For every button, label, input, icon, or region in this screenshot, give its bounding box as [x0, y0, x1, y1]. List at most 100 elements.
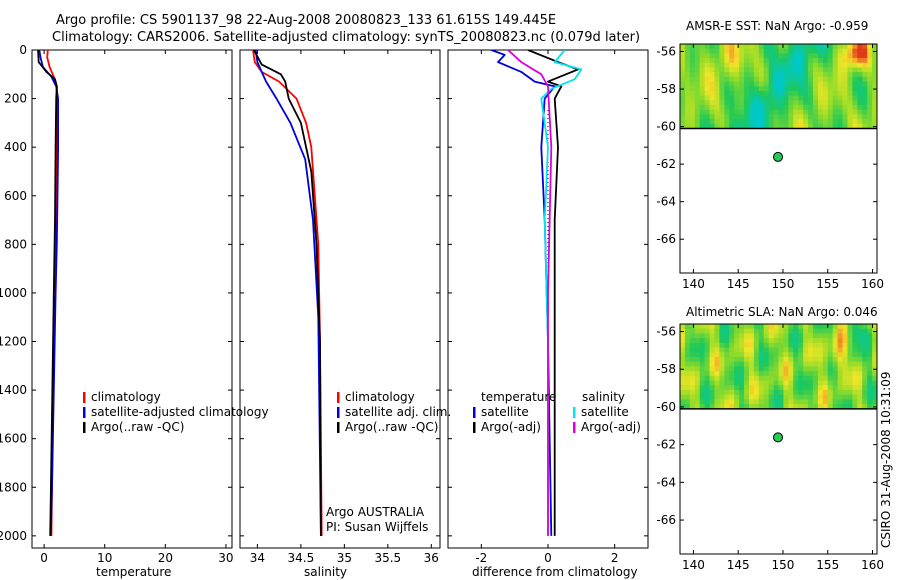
sla_map-cell: [867, 333, 873, 339]
sla_map-cell: [803, 366, 809, 372]
sst_map-cell: [798, 62, 804, 69]
sla_map-cell: [822, 399, 829, 405]
sst_map-cell: [694, 100, 701, 106]
sla_map-cell: [724, 366, 730, 372]
sla_map-cell: [704, 361, 711, 368]
sla_map-cell: [768, 404, 775, 410]
sla_map-cell: [739, 404, 745, 410]
sla_map-cell: [684, 338, 691, 344]
sst_map-cell: [778, 114, 785, 120]
sst_map-cell: [739, 100, 745, 106]
sst_map-cell: [783, 114, 789, 120]
sla_map-cell: [709, 352, 716, 358]
sst_map-cell: [694, 105, 701, 111]
sst_map-cell: [778, 76, 785, 83]
sst_map-cell: [783, 72, 789, 78]
sla_map-cell: [748, 361, 755, 368]
sla_map-cell: [812, 385, 819, 391]
sst_map-cell: [832, 81, 839, 87]
sla_map-cell: [719, 366, 725, 372]
sla_map-cell: [817, 356, 824, 363]
difference-xtick-label: -2: [475, 551, 487, 565]
sst_map-cell: [763, 76, 770, 83]
sla_map-cell: [867, 342, 873, 349]
sst_map-cell: [729, 53, 735, 59]
sla_map-cell: [714, 338, 720, 344]
sla_map-cell: [699, 338, 706, 344]
temperature-xtick-label: 10: [97, 551, 112, 565]
sla_map-cell: [689, 347, 696, 353]
sla_map-cell: [753, 338, 760, 344]
sst_map-cell: [714, 81, 720, 87]
sst_map-cell: [862, 86, 868, 92]
sst_map-cell: [744, 119, 750, 125]
sla_map-cell: [724, 324, 730, 330]
sla_map-cell: [812, 404, 819, 410]
sst_map-cell: [778, 53, 785, 59]
sla_map-cell: [704, 399, 711, 405]
sla_map-cell: [748, 366, 755, 372]
sla_map-cell: [709, 385, 716, 391]
sst_map-cell: [812, 72, 819, 78]
sst_map-cell: [714, 62, 720, 69]
sla_map-cell: [783, 338, 789, 344]
sla_map-cell: [699, 342, 706, 349]
sla_map-cell: [758, 324, 765, 330]
sst_map-cell: [827, 58, 834, 64]
sla_map-cell: [724, 380, 730, 386]
sla_map-cell: [689, 385, 696, 391]
temperature-frame: [31, 49, 233, 549]
sst_map-cell: [837, 76, 844, 83]
sla_map-cell: [753, 371, 760, 377]
sst_map-cell: [812, 81, 819, 87]
sla_map-cell: [867, 361, 873, 368]
sst_map-cell: [822, 76, 829, 83]
sla_map-cell: [689, 404, 696, 410]
sst_map-xtick-label: 150: [772, 277, 795, 291]
sla_map-cell: [867, 394, 873, 401]
sst_map-cell: [694, 48, 701, 54]
temperature-xtick-label: 20: [158, 551, 173, 565]
sst_map-cell: [689, 95, 696, 101]
sla_map-cell: [684, 352, 691, 358]
sla_map-cell: [778, 352, 785, 358]
sst_map-cell: [714, 114, 720, 120]
sla_map-cell: [729, 324, 735, 330]
sla_map-cell: [872, 333, 877, 339]
sla_map-cell: [842, 385, 849, 391]
sst_map-cell: [773, 95, 780, 101]
sla_map-cell: [798, 371, 804, 377]
sla_map-cell: [862, 399, 868, 405]
sst_map-cell: [837, 53, 844, 59]
sla_map-cell: [837, 328, 844, 335]
sla_map-cell: [827, 324, 834, 330]
sla_map-cell: [793, 361, 799, 368]
sla_map-cell: [689, 338, 696, 344]
sst_map-cell: [758, 72, 765, 78]
sst_map-cell: [862, 76, 868, 83]
sla_map-cell: [798, 328, 804, 335]
sst_map-cell: [832, 48, 839, 54]
sla_map-cell: [729, 394, 735, 401]
sla_map-cell: [739, 394, 745, 401]
sla_map-cell: [837, 361, 844, 368]
sla_map-cell: [808, 380, 814, 386]
sst_map-cell: [808, 95, 814, 101]
sla_map-cell: [837, 380, 844, 386]
sla_map-cell: [729, 352, 735, 358]
sla_map-cell: [872, 399, 877, 405]
sst_map-cell: [684, 76, 691, 83]
sla_map-cell: [684, 342, 691, 349]
sla_map-cell: [847, 342, 853, 349]
sst_map-cell: [778, 105, 785, 111]
sst_map-cell: [719, 48, 725, 54]
sla_map-cell: [709, 347, 716, 353]
sst_map-cell: [699, 53, 706, 59]
sst_map-xtick-label: 160: [861, 277, 884, 291]
sst_map-cell: [753, 114, 760, 120]
sst_map-cell: [763, 90, 770, 97]
sla_map-cell: [837, 366, 844, 372]
sst_map-cell: [808, 119, 814, 125]
sst_map-cell: [709, 95, 716, 101]
sst_map-cell: [768, 76, 775, 83]
